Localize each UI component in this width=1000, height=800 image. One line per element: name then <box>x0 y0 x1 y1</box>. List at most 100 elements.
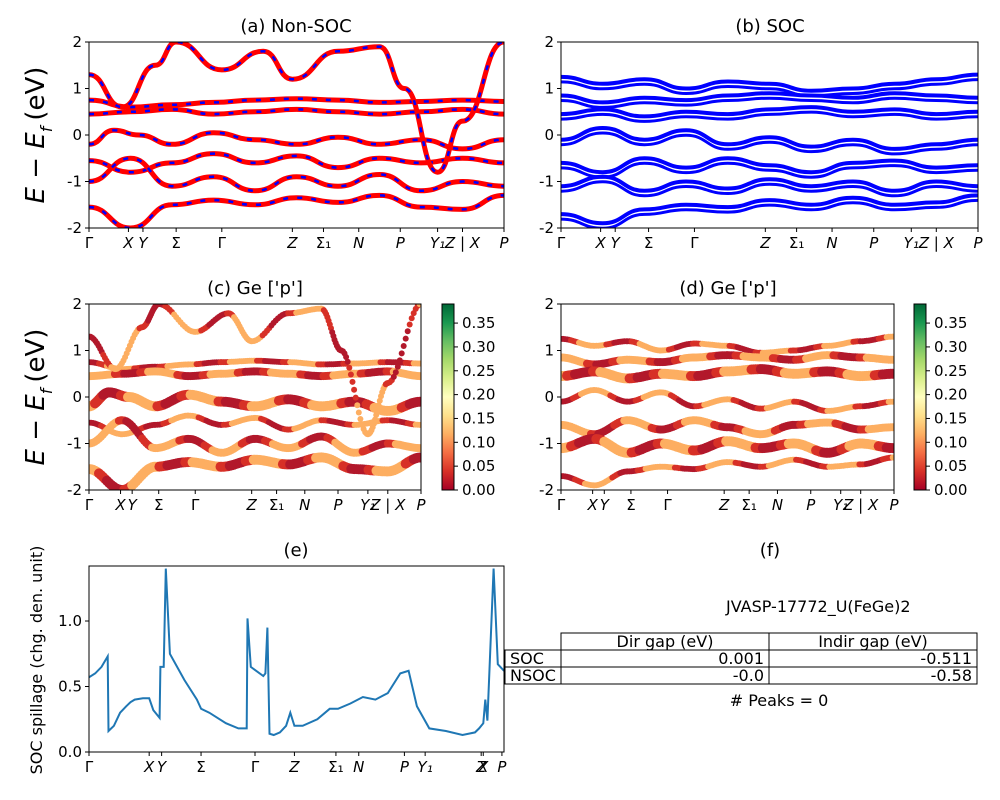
x-tick-label: Σ₁ <box>316 234 332 252</box>
band-line-split <box>561 110 978 123</box>
y-tick-label: -1 <box>67 435 82 453</box>
panel-b-plot-area: -2 -1 0 1 2 Γ X Y Σ Γ Z Σ₁ N P Y₁ Z | X P <box>539 33 983 252</box>
gap-table-row1-indir: -0.511 <box>920 649 972 668</box>
x-tick-label: N <box>826 234 837 252</box>
band-ylabel-c-main: E − E <box>21 394 51 466</box>
x-tick-label: Γ <box>251 758 260 776</box>
y-tick-label: 1 <box>72 80 82 98</box>
band-lines <box>561 72 978 228</box>
x-tick-label: Σ <box>154 496 163 514</box>
gap-table-header-indir: Indir gap (eV) <box>818 632 928 651</box>
projected-point <box>408 315 415 322</box>
panel-d-plot-area: -2 -1 0 1 2 Γ X Y Σ Γ Z Σ₁ N P Y₁Z | X P <box>539 295 899 514</box>
x-tick-label: Σ₁ <box>269 496 285 514</box>
projected-point <box>344 358 351 365</box>
band-lines <box>89 42 504 228</box>
y-tick-label: -1 <box>67 173 82 191</box>
gap-table-row2-dir: -0.0 <box>733 666 764 685</box>
projected-point <box>888 423 894 432</box>
panel-e-frame <box>88 565 505 753</box>
colorbar-tick-label: 0.15 <box>934 409 967 427</box>
colorbar-d-ticks: 0.00 0.05 0.10 0.15 0.20 0.25 0.30 0.35 <box>926 314 967 499</box>
x-tick-label: Z <box>759 234 771 252</box>
y-tick-label: 0 <box>72 388 82 406</box>
panel-c-title: (c) Ge ['p'] <box>207 278 303 299</box>
x-tick-label: P <box>497 758 507 776</box>
band-ylabel-c-sub: f <box>37 386 56 394</box>
gap-table-row1-dir: 0.001 <box>718 649 764 668</box>
x-tick-label: P <box>499 234 509 252</box>
x-tick-label: Γ <box>85 496 94 514</box>
colorbar-tick-label: 0.30 <box>462 338 495 356</box>
y-tick-label: 0 <box>544 388 554 406</box>
projected-point <box>398 350 405 357</box>
x-tick-label: Z <box>286 234 298 252</box>
colorbar-tick-label: 0.35 <box>934 314 967 332</box>
x-tick-label: Z | X <box>842 496 879 514</box>
y-tick-label: 0.5 <box>58 678 82 696</box>
x-tick-label: Y <box>600 496 611 514</box>
x-tick-label: Y <box>157 758 168 776</box>
colorbar-c-gradient <box>441 303 455 491</box>
band-ylabel-c-tail: (eV) <box>21 329 51 383</box>
x-tick-label: P <box>396 234 406 252</box>
band-line-dash <box>89 152 504 174</box>
projected-point <box>352 394 359 401</box>
x-tick-label: Σ₁ <box>328 758 344 776</box>
colorbar-tick-label: 0.10 <box>462 433 495 451</box>
projected-point <box>889 398 894 405</box>
x-tick-label: Σ₁ <box>741 496 757 514</box>
x-tick-label: Γ <box>690 234 699 252</box>
panel-a-nonsoc: (a) Non-SOC -2 -1 0 1 2 Γ X Y Σ Γ Z Σ₁ N P Y₁ Z | X P <box>67 16 509 252</box>
band-line-split <box>561 180 978 198</box>
projected-point <box>415 372 421 381</box>
band-line-split <box>561 198 978 228</box>
y-tick-label: -2 <box>67 481 82 499</box>
y-tick-label: -1 <box>539 435 554 453</box>
x-tick-label: X <box>586 496 598 514</box>
spillage-line <box>89 568 504 737</box>
band-line <box>561 156 978 175</box>
projected-point <box>888 355 894 364</box>
x-tick-label: X <box>143 758 155 776</box>
x-tick-label: Z | X <box>369 496 406 514</box>
band-line <box>89 155 504 194</box>
gap-table-row2-label: NSOC <box>510 666 556 685</box>
y-tick-label: 1 <box>544 342 554 360</box>
gap-table: Dir gap (eV) Indir gap (eV) SOC 0.001 -0… <box>504 632 978 685</box>
band-line <box>561 174 978 193</box>
x-tick-label: Σ <box>171 234 180 252</box>
y-tick-label: 2 <box>72 33 82 51</box>
x-tick-label: Y₁ <box>833 496 848 514</box>
projected-point <box>351 386 358 393</box>
projected-point <box>396 357 403 364</box>
band-line-dash <box>89 97 504 109</box>
panel-c-frame <box>88 303 422 491</box>
band-ylabel-c: E − Ef (eV) <box>21 329 56 466</box>
panel-e-title: (e) <box>283 540 308 561</box>
x-tick-label: Y <box>611 234 622 252</box>
colorbar-tick-label: 0.20 <box>462 386 495 404</box>
projected-point <box>392 369 399 376</box>
projected-point <box>415 444 421 453</box>
projected-points <box>89 304 421 490</box>
projected-point <box>343 354 350 360</box>
colorbar-d: 0.00 0.05 0.10 0.15 0.20 0.25 0.30 0.35 <box>913 303 967 499</box>
y-tick-label: 2 <box>544 295 554 313</box>
x-tick-label: Γ <box>557 496 566 514</box>
colorbar-tick-label: 0.05 <box>934 457 967 475</box>
band-line <box>89 127 504 152</box>
colorbar-tick-label: 0.35 <box>462 314 495 332</box>
x-tick-label: Y₁ <box>904 234 919 252</box>
band-ylabel-a-tail: (eV) <box>21 67 51 121</box>
gap-table-header-dir: Dir gap (eV) <box>617 632 714 651</box>
projected-point <box>889 454 894 461</box>
y-tick-label: -2 <box>539 481 554 499</box>
band-line <box>561 91 978 105</box>
x-tick-label: Z <box>246 496 258 514</box>
colorbar-d-gradient <box>913 303 927 491</box>
band-line <box>561 193 978 226</box>
band-ylabel-a-sub: f <box>37 124 56 132</box>
band-line-split <box>561 78 978 98</box>
x-tick-label: Y₁ <box>430 234 445 252</box>
